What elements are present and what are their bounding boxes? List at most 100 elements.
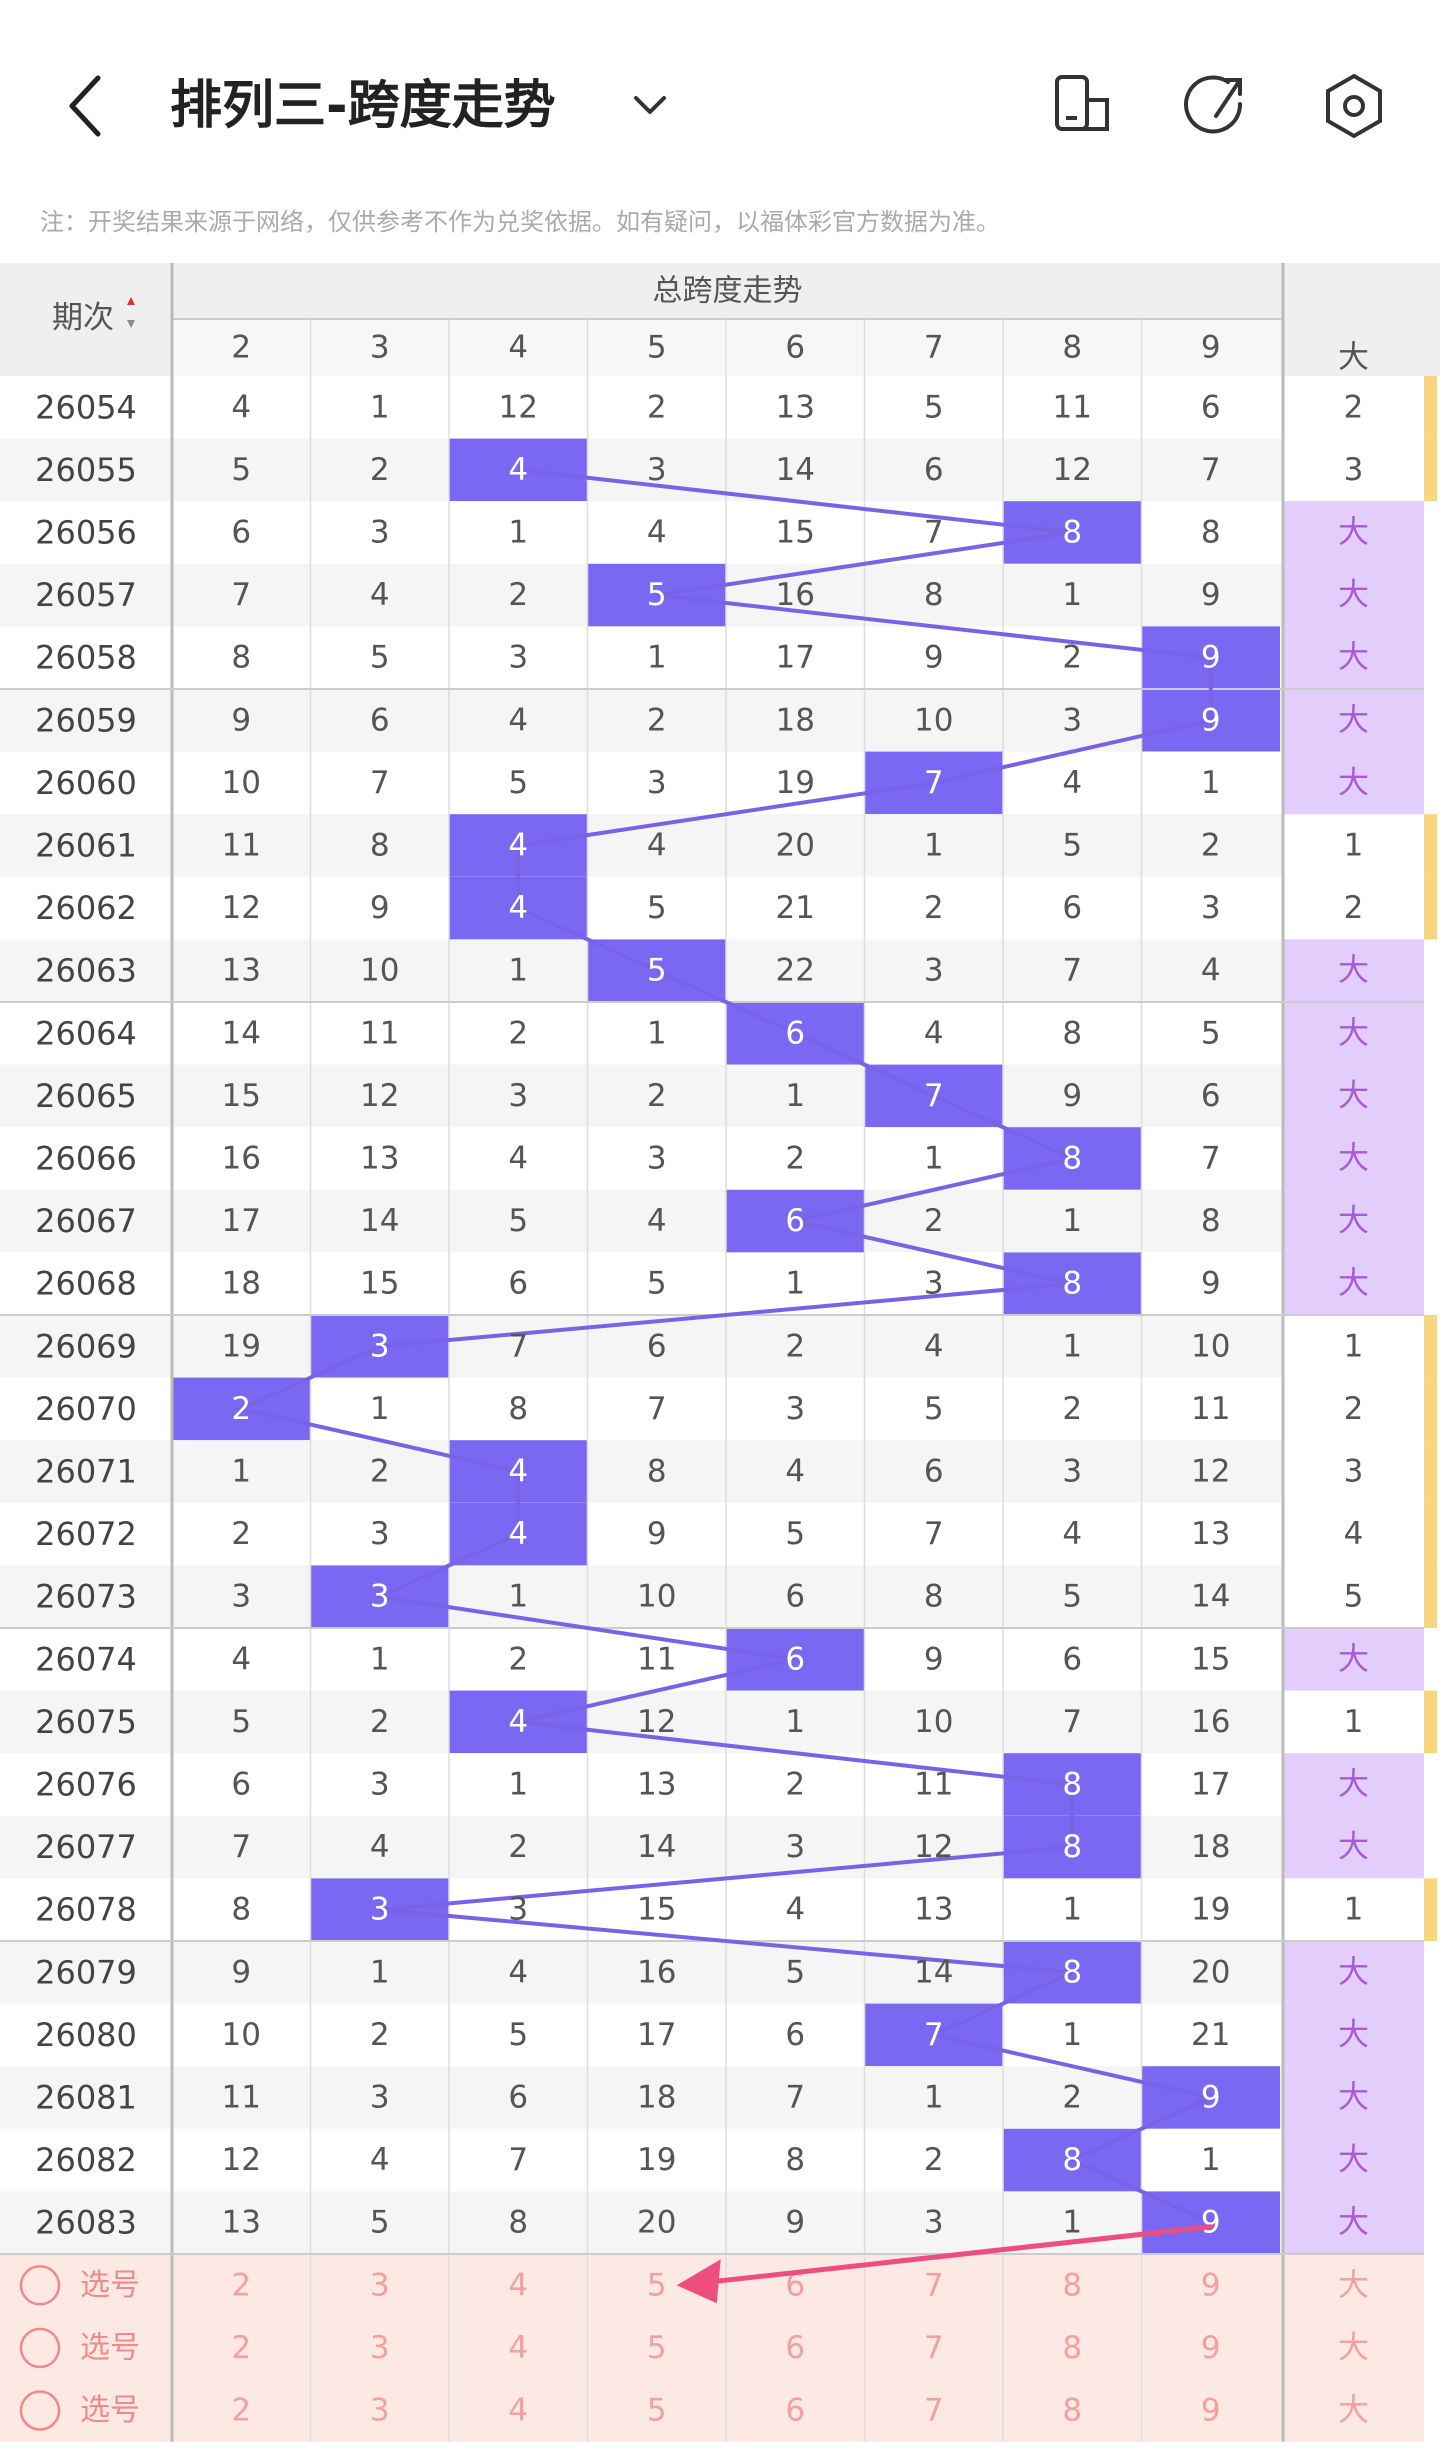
cell-value: 8: [1201, 1203, 1221, 1239]
period: 26061: [35, 827, 137, 865]
cell-value: 4: [1062, 1516, 1082, 1552]
period: 26067: [35, 1202, 137, 1240]
pick-value[interactable]: 8: [1062, 2393, 1082, 2429]
row-bg: [0, 1878, 1283, 1941]
big-cell-bg: [1283, 1753, 1424, 1816]
big-cell-bg: [1283, 1628, 1424, 1691]
pick-value[interactable]: 4: [508, 2393, 528, 2429]
big-cell-bg: [1283, 751, 1424, 815]
cell-value: 7: [924, 765, 944, 801]
cell-value: 4: [508, 1704, 528, 1740]
pick-value[interactable]: 2: [231, 2267, 251, 2303]
cell-value: 3: [647, 452, 667, 488]
cell-value: 1: [1062, 1203, 1082, 1239]
cell-value: 2: [785, 1328, 805, 1364]
pick-value[interactable]: 5: [647, 2330, 667, 2366]
pick-value[interactable]: 3: [370, 2267, 390, 2303]
cell-value: 7: [508, 1328, 528, 1364]
pick-big[interactable]: 大: [1338, 2393, 1369, 2429]
pick-value[interactable]: 2: [231, 2330, 251, 2366]
cell-value: 4: [1062, 765, 1082, 801]
pick-value[interactable]: 6: [785, 2330, 805, 2366]
cell-value: 7: [1201, 452, 1221, 488]
back-button[interactable]: [69, 75, 101, 137]
period: 26078: [35, 1891, 137, 1929]
big-strip: [1424, 1690, 1437, 1754]
big-value: 大: [1338, 640, 1369, 676]
cell-value: 11: [637, 1641, 676, 1677]
cell-value: 1: [370, 1641, 390, 1677]
period: 26072: [35, 1515, 137, 1553]
pick-value[interactable]: 9: [1201, 2393, 1221, 2429]
period: 26073: [35, 1578, 137, 1616]
big-strip: [1424, 376, 1437, 439]
cell-value: 8: [231, 640, 251, 676]
pick-radio[interactable]: [19, 2390, 61, 2431]
settings-icon[interactable]: [1326, 73, 1382, 139]
cell-value: 17: [776, 640, 815, 676]
pick-value[interactable]: 5: [647, 2267, 667, 2303]
cell-value: 7: [1201, 1141, 1221, 1177]
pick-value[interactable]: 9: [1201, 2267, 1221, 2303]
pick-radio[interactable]: [19, 2327, 61, 2369]
period: 26064: [35, 1014, 137, 1052]
big-strip: [1424, 1878, 1437, 1941]
cell-value: 1: [508, 953, 528, 989]
cell-value: 3: [370, 515, 390, 551]
title-dropdown[interactable]: [634, 96, 666, 114]
period: 26068: [35, 1265, 137, 1303]
cell-value: 12: [222, 890, 261, 926]
pick-value[interactable]: 3: [370, 2330, 390, 2366]
cell-value: 5: [370, 2205, 390, 2241]
pick-value[interactable]: 4: [508, 2267, 528, 2303]
pick-big[interactable]: 大: [1338, 2267, 1369, 2303]
big-header: 大: [1338, 340, 1369, 376]
big-value: 大: [1338, 2205, 1369, 2241]
cell-value: 3: [647, 765, 667, 801]
cell-value: 19: [222, 1328, 261, 1364]
cell-value: 12: [1053, 452, 1092, 488]
cell-value: 8: [1062, 1767, 1082, 1803]
pick-value[interactable]: 8: [1062, 2267, 1082, 2303]
cell-value: 12: [1191, 1454, 1230, 1490]
big-value: 1: [1344, 1704, 1364, 1740]
cell-value: 19: [637, 2142, 676, 2178]
pick-value[interactable]: 7: [924, 2393, 944, 2429]
pick-value[interactable]: 7: [924, 2267, 944, 2303]
pick-value[interactable]: 2: [231, 2393, 251, 2429]
cell-value: 1: [1062, 2017, 1082, 2053]
cell-value: 13: [914, 1892, 953, 1928]
cell-value: 3: [1062, 1454, 1082, 1490]
cell-value: 12: [360, 1078, 399, 1114]
period: 26080: [35, 2016, 137, 2054]
cell-value: 5: [647, 953, 667, 989]
cell-value: 7: [1062, 1704, 1082, 1740]
cell-value: 12: [914, 1829, 953, 1865]
pick-value[interactable]: 6: [785, 2267, 805, 2303]
cell-value: 1: [508, 1767, 528, 1803]
cell-value: 9: [231, 702, 251, 738]
big-cell-bg: [1283, 2191, 1424, 2254]
period: 26057: [35, 576, 137, 614]
pick-label: 选号: [80, 2393, 140, 2428]
big-strip: [1424, 1315, 1437, 1378]
cell-value: 12: [637, 1704, 676, 1740]
row-bg: [0, 876, 1283, 940]
period: 26076: [35, 1766, 137, 1804]
cell-value: 10: [914, 1704, 953, 1740]
share-icon[interactable]: [1184, 75, 1243, 134]
cell-value: 3: [1062, 702, 1082, 738]
cell-value: 8: [231, 1892, 251, 1928]
pick-value[interactable]: 7: [924, 2330, 944, 2366]
pick-value[interactable]: 9: [1201, 2330, 1221, 2366]
pick-value[interactable]: 4: [508, 2330, 528, 2366]
pick-value[interactable]: 5: [647, 2393, 667, 2429]
layout-icon[interactable]: [1055, 75, 1109, 131]
cell-value: 21: [1191, 2017, 1230, 2053]
pick-value[interactable]: 8: [1062, 2330, 1082, 2366]
pick-value[interactable]: 6: [785, 2393, 805, 2429]
pick-value[interactable]: 3: [370, 2393, 390, 2429]
pick-big[interactable]: 大: [1338, 2330, 1369, 2366]
pick-radio[interactable]: [19, 2265, 61, 2306]
